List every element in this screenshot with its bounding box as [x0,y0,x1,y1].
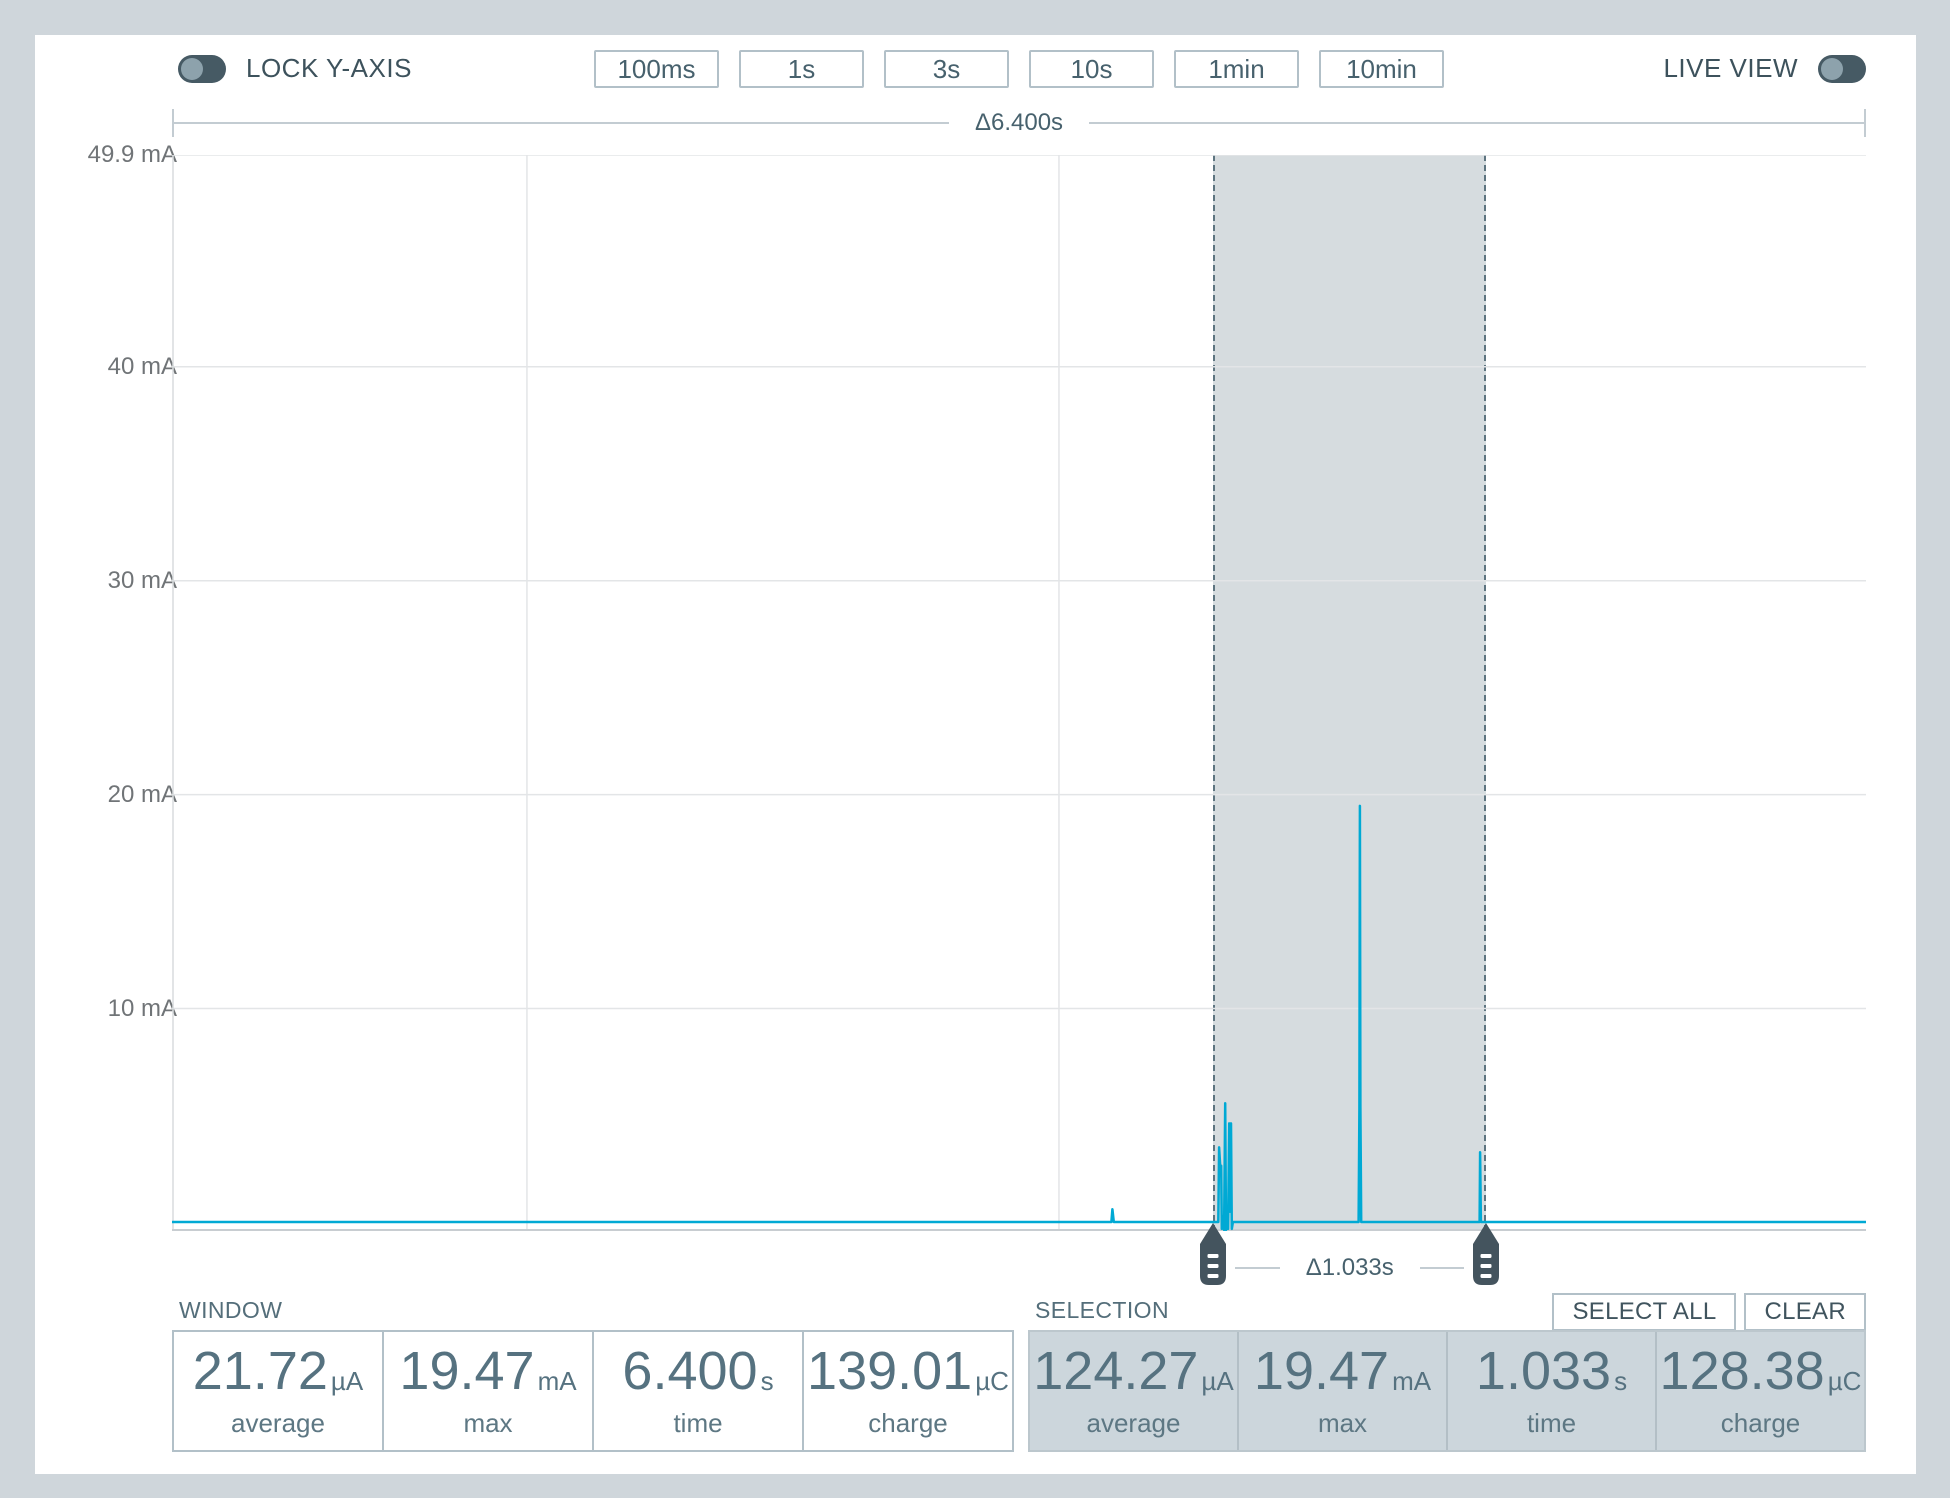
selection-delta-label: Δ1.033s [1305,1254,1394,1281]
selection-charge-cell: 128.38 µC charge [1655,1332,1864,1450]
y-axis-tick-label: 40 mA [107,352,177,380]
stat-value: 139.01 µC [807,1340,1009,1401]
lock-y-axis-group: LOCK Y-AXIS [178,53,412,84]
window-delta-label: Δ6.400s [974,109,1064,136]
selection-handle-left[interactable] [1200,1223,1227,1285]
stat-value: 19.47 mA [399,1340,577,1401]
window-time-cell: 6.400 s time [592,1332,802,1450]
stat-unit: mA [537,1365,577,1396]
delta-line [1419,1267,1465,1269]
live-view-toggle[interactable] [1818,54,1866,83]
stat-unit: s [760,1365,774,1396]
lock-y-axis-label: LOCK Y-AXIS [246,53,412,83]
current-trace [172,804,1866,1231]
y-axis-tick-label: 10 mA [107,994,177,1022]
grip-icon [1207,1254,1219,1258]
stat-unit: µC [1827,1365,1862,1396]
grip-icon [1480,1274,1492,1278]
toggle-knob-icon [1821,57,1843,80]
y-axis-tick-label: 49.9 mA [87,141,177,168]
time-window-buttons: 100ms 1s 3s 10s 1min 10min [594,50,1444,88]
selection-section-title: SELECTION [1035,1297,1169,1323]
selection-handle-icon [1200,1223,1227,1285]
stat-value: 19.47 mA [1253,1340,1432,1401]
chart-area[interactable]: Δ1.033s [172,155,1866,1285]
selection-stats-box: 124.27 µA average 19.47 mA max 1.033 s time… [1028,1330,1866,1452]
stat-label: max [1317,1407,1368,1438]
y-axis-tick-label: 30 mA [107,566,177,594]
selection-max-cell: 19.47 mA max [1237,1332,1446,1450]
grip-icon [1480,1264,1492,1268]
stat-value: 124.27 µA [1033,1340,1234,1401]
stat-unit: s [1614,1365,1628,1396]
stat-label: charge [1720,1407,1801,1438]
selection-handle-icon [1473,1223,1500,1285]
stat-label: average [1086,1407,1181,1438]
chart-svg [172,155,1866,1231]
stat-unit: µA [1201,1365,1234,1396]
stat-label: charge [868,1407,948,1438]
window-max-cell: 19.47 mA max [382,1332,592,1450]
window-button-100ms[interactable]: 100ms [594,50,719,88]
y-axis: 49.9 mA 40 mA 30 mA 20 mA 10 mA [35,141,187,1231]
grip-icon [1480,1254,1492,1258]
selection-delta-row: Δ1.033s [1213,1254,1486,1281]
window-stats-box: 21.72 µA average 19.47 mA max 6.400 s time … [172,1330,1014,1452]
window-button-10s[interactable]: 10s [1029,50,1154,88]
stat-label: time [1526,1407,1577,1438]
bracket-right-tick [1864,109,1866,137]
window-delta-bracket: Δ6.400s [172,109,1866,137]
grip-icon [1207,1264,1219,1268]
stat-label: max [463,1407,513,1438]
bracket-left-tick [172,109,174,137]
stat-unit: µC [975,1365,1009,1396]
live-view-group: LIVE VIEW [1663,53,1866,84]
stat-value: 21.72 µA [192,1340,364,1401]
app-card: LOCK Y-AXIS 100ms 1s 3s 10s 1min 10min L… [35,35,1916,1474]
lock-y-axis-toggle[interactable] [178,54,226,83]
delta-line [1235,1267,1280,1269]
stat-value: 1.033 s [1475,1340,1628,1401]
window-button-1s[interactable]: 1s [739,50,864,88]
stat-unit: mA [1392,1365,1432,1396]
selection-action-buttons: SELECT ALL CLEAR [1552,1293,1866,1331]
window-button-10min[interactable]: 10min [1319,50,1444,88]
y-axis-tick-label: 20 mA [107,780,177,808]
live-view-label: LIVE VIEW [1663,53,1798,83]
window-button-3s[interactable]: 3s [884,50,1009,88]
toggle-knob-icon [181,57,203,80]
window-charge-cell: 139.01 µC charge [802,1332,1012,1450]
clear-button[interactable]: CLEAR [1744,1293,1866,1331]
stat-value: 6.400 s [622,1340,774,1401]
stat-unit: µA [330,1365,364,1396]
bracket-line [174,122,949,124]
selection-region[interactable] [1213,155,1487,1231]
window-button-1min[interactable]: 1min [1174,50,1299,88]
stat-label: time [673,1407,723,1438]
selection-average-cell: 124.27 µA average [1030,1332,1237,1450]
selection-handle-right[interactable] [1473,1223,1500,1285]
stat-label: average [231,1407,325,1438]
selection-time-cell: 1.033 s time [1446,1332,1655,1450]
window-average-cell: 21.72 µA average [174,1332,382,1450]
grip-icon [1207,1274,1219,1278]
window-section-title: WINDOW [179,1297,283,1323]
select-all-button[interactable]: SELECT ALL [1552,1293,1737,1331]
bracket-line [1089,122,1864,124]
stat-value: 128.38 µC [1659,1340,1862,1401]
